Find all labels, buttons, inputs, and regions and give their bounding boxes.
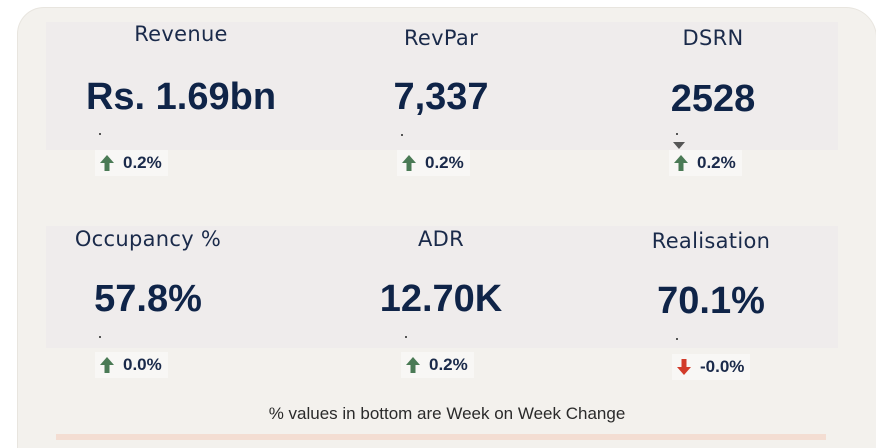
dot-marker [99,336,101,338]
kpi-value: 12.70K [379,278,503,320]
kpi-change: -0.0% [672,354,751,380]
kpi-change-value: 0.2% [429,355,468,374]
kpi-label: Revenue [134,22,228,46]
dot-marker [401,134,403,136]
kpi-change: 0.2% [669,150,742,176]
kpi-change-value: 0.2% [425,153,464,172]
arrow-up-icon [402,155,416,171]
kpi-value: 57.8% [94,278,202,320]
dot-marker [676,338,678,340]
arrow-down-icon [677,359,691,375]
kpi-value: 7,337 [393,76,489,118]
kpi-label: RevPar [403,26,479,50]
arrow-up-icon [406,357,420,373]
kpi-label: Realisation [651,229,771,253]
dot-marker [99,133,101,135]
kpi-change-value: 0.0% [123,355,162,374]
arrow-up-icon [674,155,688,171]
dot-marker [676,133,678,135]
kpi-change-value: 0.2% [123,153,162,172]
kpi-value: 2528 [670,78,756,120]
arrow-up-icon [100,357,114,373]
dot-marker [405,336,407,338]
kpi-label: Occupancy % [74,227,222,251]
kpi-value: Rs. 1.69bn [85,76,277,118]
kpi-label: DSRN [682,26,744,50]
kpi-value: 70.1% [657,280,765,322]
kpi-change-value: 0.2% [697,153,736,172]
kpi-change: 0.2% [95,150,168,176]
kpi-band-bottom [46,226,838,348]
kpi-change-value: -0.0% [700,357,745,376]
footnote: % values in bottom are Week on Week Chan… [268,404,626,423]
kpi-band-top [46,22,838,150]
kpi-label: ADR [417,227,465,251]
kpi-change: 0.0% [95,352,168,378]
kpi-change: 0.2% [401,352,474,378]
bottom-strip [56,434,826,440]
dropdown-indicator-icon [673,142,685,149]
arrow-up-icon [100,155,114,171]
kpi-change: 0.2% [397,150,470,176]
